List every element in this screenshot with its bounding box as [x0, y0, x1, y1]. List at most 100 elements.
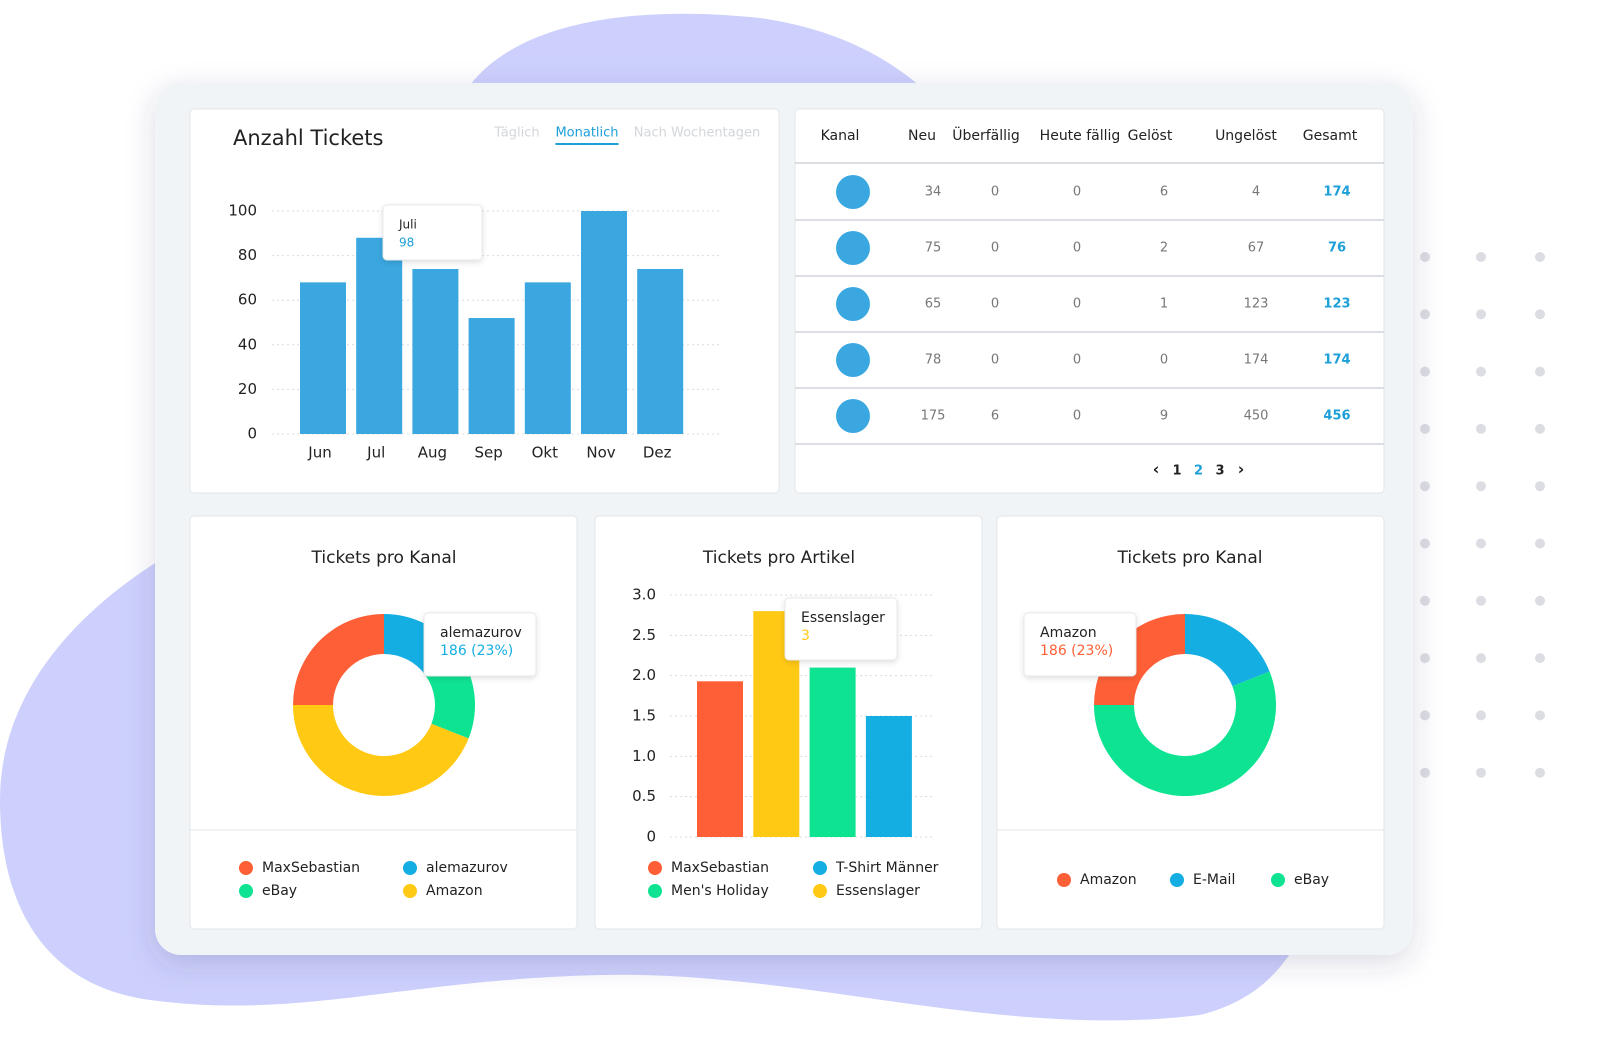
- channel-icon: [836, 287, 870, 321]
- tooltip: [784, 597, 898, 661]
- page-number[interactable]: 1: [1172, 464, 1181, 479]
- bar: [412, 268, 459, 434]
- x-tick-label: Dez: [643, 444, 672, 462]
- card: [996, 515, 1385, 930]
- x-tick-label: Okt: [532, 444, 558, 462]
- tooltip-title: Amazon: [1040, 625, 1097, 641]
- bar: [300, 282, 346, 434]
- dot-pattern: [1420, 252, 1545, 778]
- y-tick-label: 2.0: [632, 666, 656, 684]
- cell: 78: [925, 353, 942, 368]
- y-tick-label: 0.5: [632, 787, 656, 805]
- column-header: Überfällig: [952, 126, 1020, 144]
- card-title: Tickets pro Kanal: [311, 548, 457, 568]
- legend-label: T-Shirt Männer: [835, 860, 939, 876]
- donut-segment: [1094, 614, 1185, 705]
- dot: [1420, 767, 1430, 778]
- dot: [1420, 309, 1430, 320]
- cell: 0: [1160, 353, 1168, 368]
- column-header: Neu: [908, 128, 936, 144]
- y-tick-label: 60: [238, 291, 257, 309]
- dot: [1535, 252, 1545, 262]
- dot: [1535, 710, 1545, 721]
- legend-label: MaxSebastian: [671, 860, 769, 876]
- tab[interactable]: Nach Wochentagen: [634, 126, 760, 141]
- legend-marker: [239, 884, 253, 898]
- tab[interactable]: Täglich: [493, 126, 539, 141]
- cell: 456: [1323, 409, 1350, 424]
- legend-label: Amazon: [426, 883, 483, 899]
- cell: 0: [991, 241, 999, 256]
- bar: [809, 667, 856, 837]
- cell: 0: [1073, 297, 1081, 312]
- pager-prev[interactable]: ‹: [1153, 460, 1160, 479]
- column-header: Heute fällig: [1040, 128, 1121, 144]
- dot: [1476, 595, 1486, 606]
- tooltip-value: 186 (23%): [440, 643, 513, 659]
- cell: 174: [1244, 353, 1269, 368]
- cell: 2: [1160, 241, 1168, 256]
- x-tick-label: Jun: [307, 444, 331, 462]
- legend-label: Amazon: [1080, 872, 1137, 888]
- cell: 4: [1252, 185, 1260, 200]
- cell: 175: [921, 409, 946, 424]
- legend-marker: [648, 884, 662, 898]
- tooltip-title: Juli: [398, 218, 417, 232]
- cell: 0: [1073, 353, 1081, 368]
- dot: [1420, 710, 1430, 721]
- dot: [1476, 309, 1486, 320]
- cell: 67: [1248, 241, 1265, 256]
- cell: 0: [1073, 409, 1081, 424]
- card-title: Tickets pro Kanal: [1117, 548, 1263, 568]
- x-tick-label: Aug: [418, 444, 447, 462]
- bar: [865, 716, 912, 837]
- donut-segment: [1094, 671, 1276, 796]
- dot: [1420, 252, 1430, 262]
- tooltip-value: 3: [801, 628, 810, 644]
- bar: [697, 681, 743, 837]
- cell: 450: [1244, 409, 1269, 424]
- page-number[interactable]: 2: [1194, 464, 1203, 479]
- channel-icon: [836, 175, 870, 209]
- cell: 75: [925, 241, 942, 256]
- legend-label: eBay: [1294, 872, 1329, 888]
- legend-marker: [1271, 873, 1285, 887]
- column-header: Gesamt: [1303, 128, 1358, 144]
- legend-marker: [1170, 873, 1184, 887]
- dot: [1476, 366, 1486, 377]
- channel-icon: [836, 231, 870, 265]
- dot: [1535, 767, 1545, 778]
- page-number[interactable]: 3: [1215, 464, 1224, 479]
- dot: [1535, 653, 1545, 664]
- y-tick-label: 1.5: [632, 707, 656, 725]
- dot: [1420, 653, 1430, 664]
- tab[interactable]: Monatlich: [555, 126, 618, 141]
- cell: 0: [991, 353, 999, 368]
- cell: 34: [925, 185, 942, 200]
- dot: [1535, 538, 1545, 549]
- legend-marker: [403, 861, 417, 875]
- pager-next[interactable]: ›: [1238, 460, 1245, 479]
- dot: [1420, 481, 1430, 492]
- y-tick-label: 2.5: [632, 626, 656, 644]
- cell: 0: [1073, 185, 1081, 200]
- y-tick-label: 0: [646, 828, 656, 846]
- legend-marker: [1057, 873, 1071, 887]
- cell: 174: [1323, 185, 1350, 200]
- cell: 9: [1160, 409, 1168, 424]
- dot: [1420, 366, 1430, 377]
- cell: 76: [1328, 241, 1346, 256]
- dot: [1476, 481, 1486, 492]
- tooltip-title: alemazurov: [440, 625, 522, 641]
- card-title: Anzahl Tickets: [233, 126, 383, 150]
- cell: 6: [1160, 185, 1168, 200]
- cell: 0: [991, 185, 999, 200]
- tooltip: [423, 612, 537, 677]
- y-tick-label: 3.0: [632, 586, 656, 604]
- dot: [1476, 767, 1486, 778]
- x-tick-label: Jul: [366, 444, 385, 462]
- card: [794, 108, 1385, 494]
- dot: [1476, 653, 1486, 664]
- tooltip-value: 186 (23%): [1040, 643, 1113, 659]
- donut-segment: [293, 705, 469, 797]
